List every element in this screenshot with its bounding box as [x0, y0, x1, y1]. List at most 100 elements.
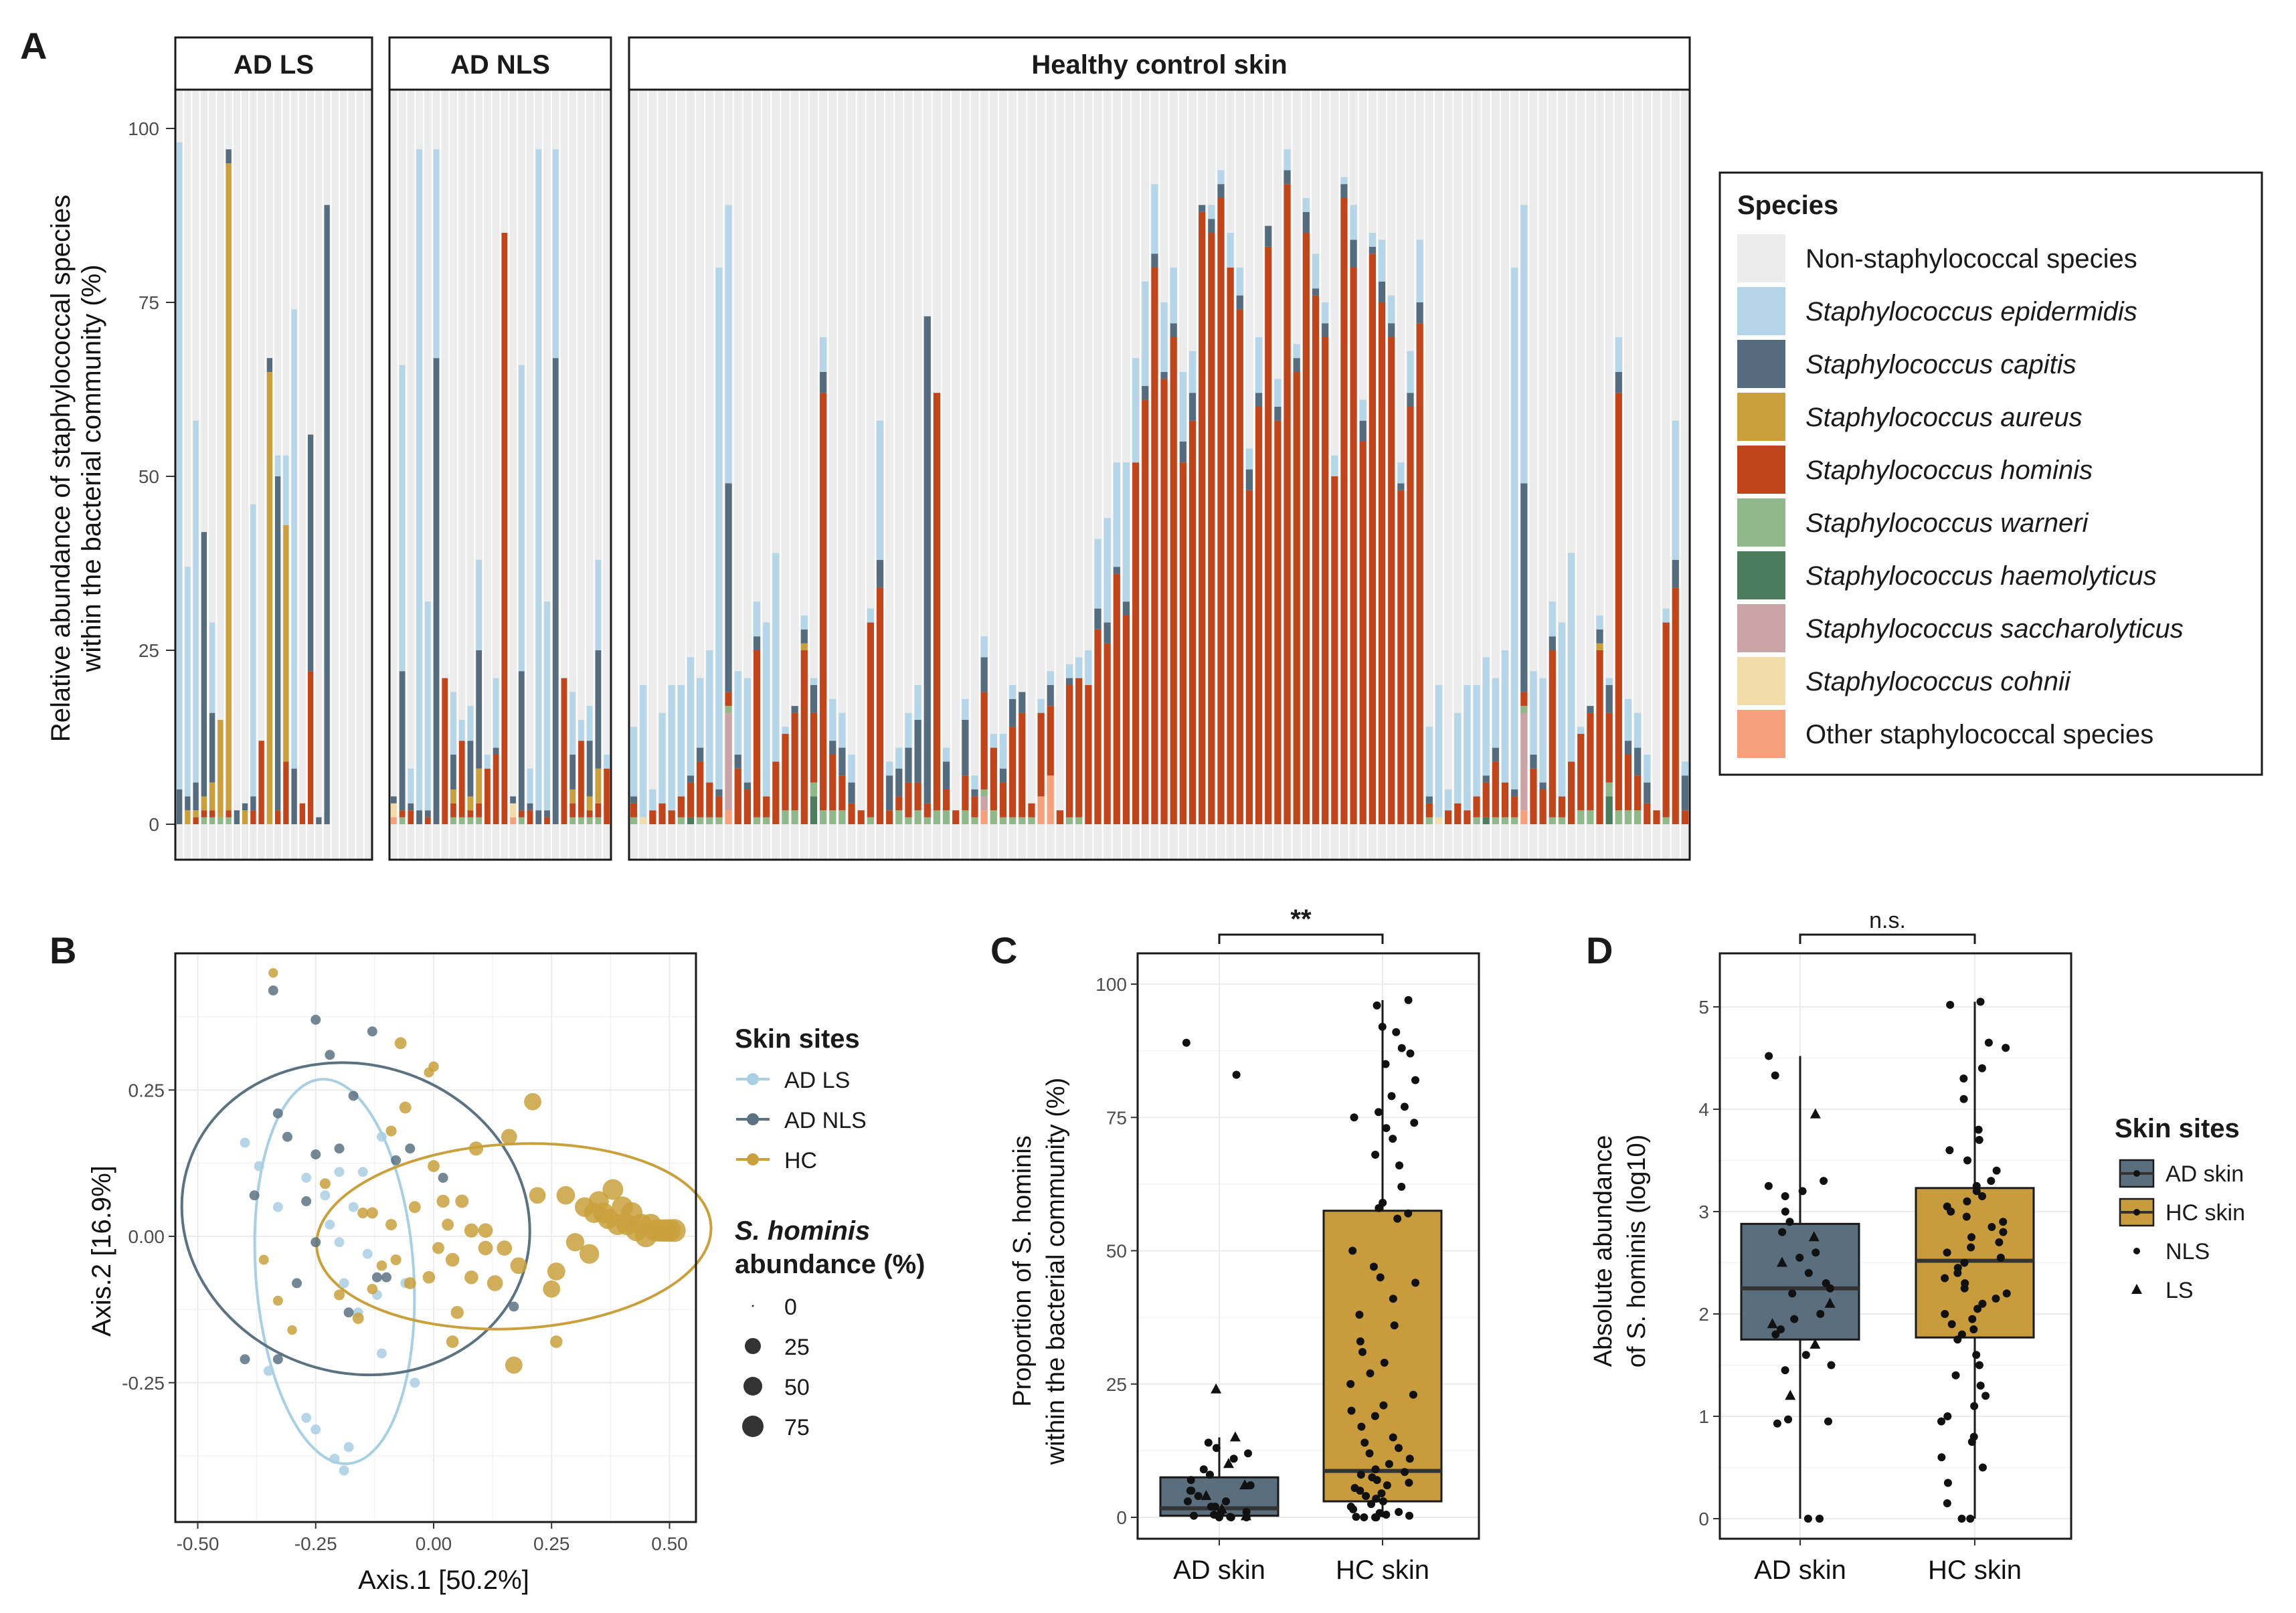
bar-segment [1492, 761, 1499, 818]
bar-segment [1530, 671, 1537, 755]
legend-b-label: AD NLS [784, 1108, 867, 1133]
panel-d-point-nls [1962, 1212, 1971, 1221]
panel-b-xtick-label: -0.50 [177, 1533, 219, 1554]
panel-d-point-nls [1953, 1268, 1962, 1277]
bar-segment [250, 796, 256, 811]
bar-segment [177, 789, 183, 824]
bar-segment [1094, 629, 1101, 824]
bar-segment [838, 713, 846, 748]
bar-segment [1331, 476, 1338, 824]
bar-segment [476, 650, 482, 769]
bar-segment [1047, 706, 1054, 776]
bar-segment [1520, 205, 1528, 484]
panel-c-point-nls [1190, 1511, 1199, 1520]
point-hc [319, 1178, 331, 1190]
point-hc [543, 1280, 561, 1298]
panel-c-frame [1136, 952, 1480, 1540]
point-ad-ls [376, 1131, 387, 1142]
bar-segment [962, 810, 969, 824]
bar-segment [943, 747, 950, 762]
panel-c-letter: C [990, 929, 1017, 971]
bar-segment [1634, 775, 1642, 811]
legend-swatch [1737, 340, 1785, 388]
bar-segment [1501, 782, 1509, 818]
bar-segment [1605, 678, 1613, 685]
bar-segment [1274, 407, 1282, 421]
bar-segment [725, 706, 732, 713]
bar-segment [1094, 539, 1101, 609]
bar-segment [1179, 442, 1186, 463]
bar-segment [493, 755, 499, 824]
panel-c-point-nls [1371, 1513, 1380, 1521]
panel-d-point-nls [1960, 1284, 1969, 1293]
panel-b-xtick-label: 0.00 [416, 1533, 452, 1554]
bar-segment [193, 817, 199, 824]
panel-d-xtick-label: HC skin [1928, 1555, 2022, 1585]
panel-d-point-nls [1943, 1412, 1952, 1420]
bar-segment [1577, 727, 1585, 734]
bar-segment [743, 789, 751, 824]
bar-segment [1085, 685, 1092, 824]
bar-segment [1142, 385, 1149, 400]
bar-segment [1170, 323, 1177, 337]
bar-segment [895, 768, 903, 797]
bar-segment [943, 789, 950, 811]
bar-segment [1293, 344, 1300, 359]
panel-d-point-nls [1972, 1351, 1981, 1359]
bar-segment [569, 817, 576, 824]
point-ad-ls [339, 1465, 349, 1476]
panel-d-point-nls [1981, 1392, 1990, 1400]
bar-segment [697, 747, 704, 762]
bar-segment [467, 796, 474, 811]
panel-c-point-nls [1371, 1465, 1380, 1474]
bar-segment [990, 747, 997, 811]
point-hc [366, 1207, 378, 1219]
panel-d-xtick-label: AD skin [1754, 1555, 1846, 1585]
panel-d-point-nls [1978, 1463, 1987, 1472]
panel-d-point-nls [1976, 998, 1985, 1006]
bar-segment [1549, 636, 1556, 650]
point-ad-nls [371, 1272, 382, 1283]
bar-segment [1482, 782, 1490, 818]
bar-segment [640, 685, 647, 818]
legend-b-size-dot [752, 1305, 754, 1307]
bar-segment [848, 803, 855, 824]
bar-segment [484, 768, 491, 824]
point-hc [556, 1185, 576, 1205]
bar-segment [1227, 268, 1234, 824]
bar-segment [291, 309, 297, 769]
bar-segment [442, 678, 448, 824]
bar-segment [1236, 268, 1243, 296]
panel-c-point-nls [1246, 1481, 1255, 1490]
bar-segment [391, 796, 397, 803]
facet-2: AD NLS [388, 36, 612, 861]
point-hc [505, 1356, 523, 1374]
bar-segment [1009, 685, 1017, 699]
bar-segment [1615, 372, 1622, 393]
panel-c-point-nls [1392, 1028, 1401, 1036]
panel-d-point-nls [1978, 1299, 1987, 1308]
point-ad-ls [343, 1442, 354, 1452]
panel-c-point-nls [1382, 1511, 1391, 1519]
bar-segment [1293, 358, 1300, 372]
bar-segment [1596, 643, 1603, 650]
legend-b-dot [747, 1073, 759, 1085]
panel-c-point-nls [1346, 1380, 1355, 1388]
bar-segment [1359, 399, 1366, 421]
panel-c-point-ls [1201, 1490, 1212, 1501]
bar-segment [810, 782, 818, 797]
bar-segment [226, 817, 232, 824]
panel-d-point-nls [1820, 1177, 1828, 1185]
bar-segment [266, 358, 272, 372]
bar-segment [630, 727, 638, 797]
panel-b-letter: B [50, 929, 76, 971]
bar-segment [1103, 518, 1111, 623]
panel-d-point-nls [1959, 1095, 1968, 1103]
bar-segment [1378, 281, 1386, 302]
point-hc [367, 1283, 378, 1295]
panel-c-point-ls [1211, 1383, 1222, 1394]
panel-c-point-nls [1229, 1454, 1238, 1463]
bar-segment [308, 671, 314, 824]
bar-segment [467, 741, 474, 797]
bar-segment [706, 817, 713, 824]
